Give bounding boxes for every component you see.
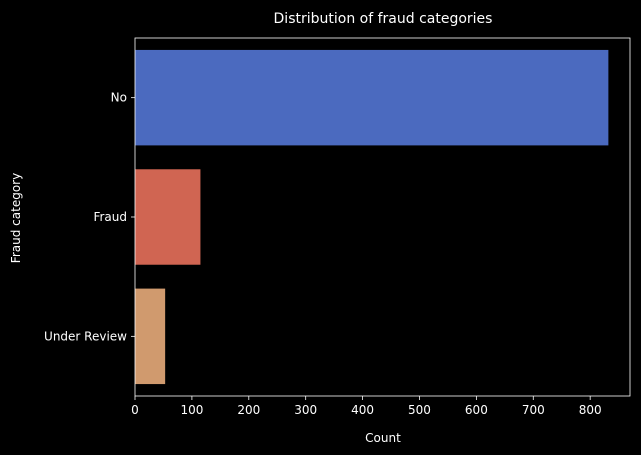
x-tick-label-200: 200 <box>237 403 260 417</box>
y-axis: No Fraud Under Review <box>44 91 135 343</box>
y-axis-label: Fraud category <box>9 173 23 263</box>
bar-no <box>135 49 609 146</box>
x-tick-label-800: 800 <box>579 403 602 417</box>
bar-fraud <box>135 169 201 265</box>
x-tick-label-400: 400 <box>351 403 374 417</box>
x-tick-label-600: 600 <box>465 403 488 417</box>
y-tick-label-under-review: Under Review <box>44 329 127 343</box>
x-axis: 0 100 200 300 400 500 600 700 800 <box>131 396 602 417</box>
y-tick-label-fraud: Fraud <box>93 210 127 224</box>
chart-title: Distribution of fraud categories <box>274 11 493 27</box>
x-axis-label: Count <box>365 431 401 445</box>
x-tick-label-500: 500 <box>408 403 431 417</box>
x-tick-label-100: 100 <box>180 403 203 417</box>
y-tick-label-no: No <box>111 91 127 105</box>
bar-under-review <box>135 288 166 385</box>
plot-frame <box>134 37 631 397</box>
x-tick-label-0: 0 <box>131 403 139 417</box>
x-tick-label-700: 700 <box>522 403 545 417</box>
x-tick-label-300: 300 <box>294 403 317 417</box>
bars-group <box>135 49 609 385</box>
